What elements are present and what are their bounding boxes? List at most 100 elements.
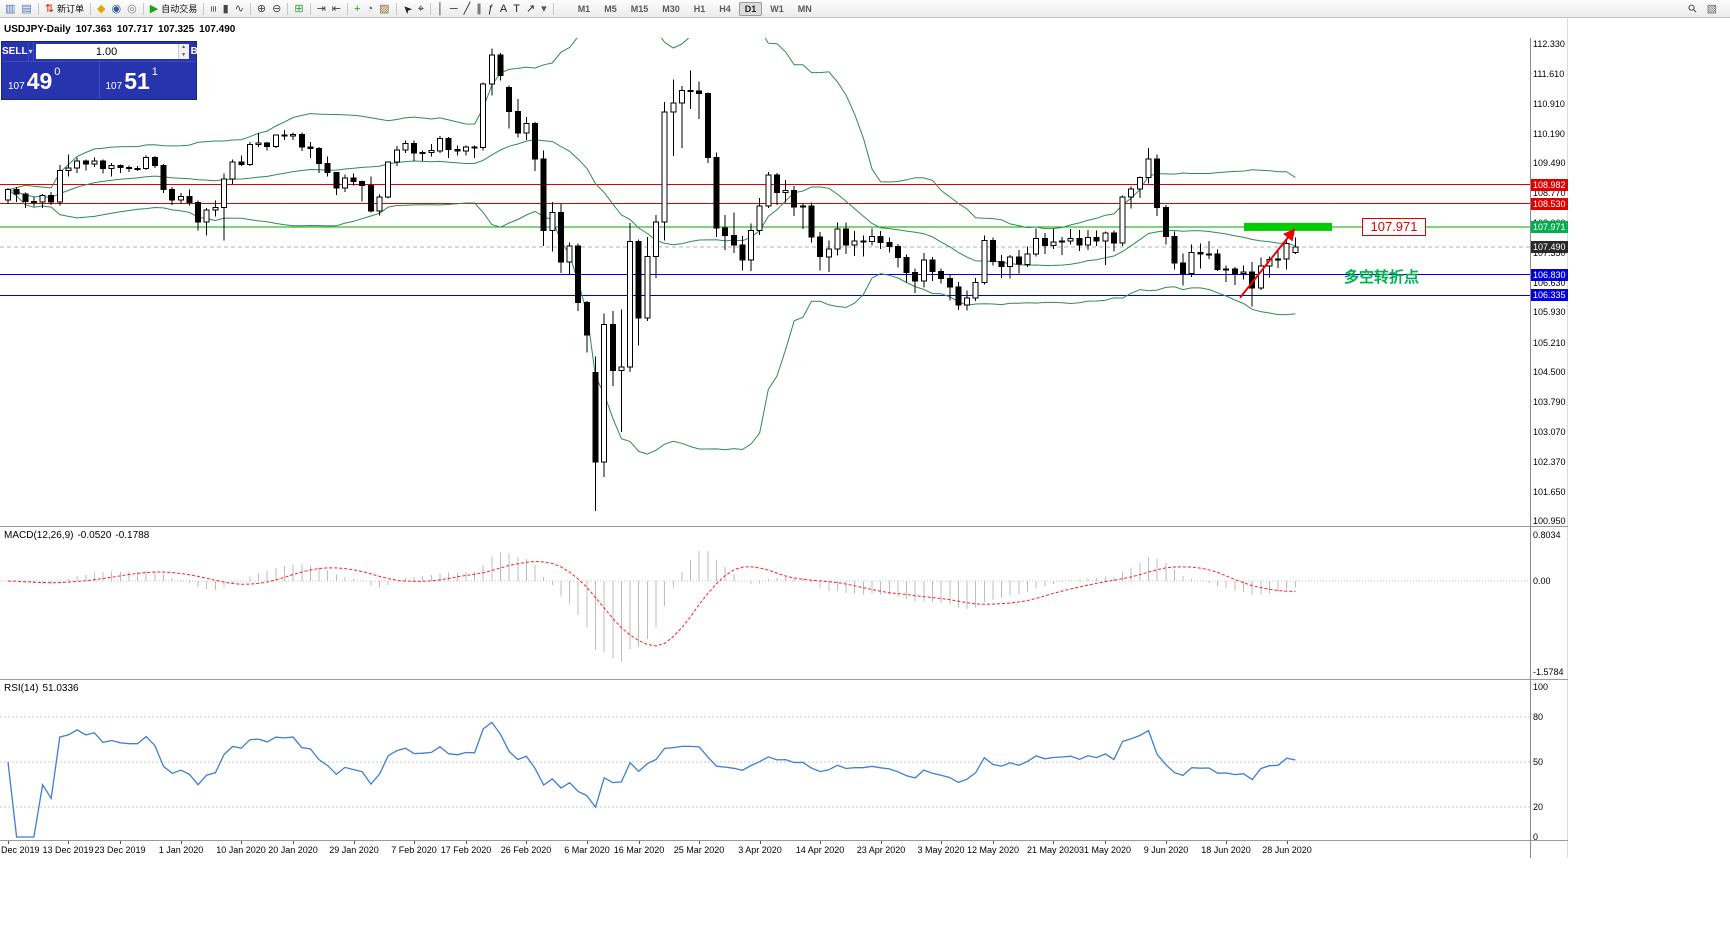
macd-scale-label: -1.5784 — [1533, 667, 1564, 677]
macd-signal-line — [7, 560, 1296, 647]
rsi-panel[interactable] — [0, 681, 1530, 839]
price-scale[interactable]: 112.330 111.610 110.910 110.190 109.490 108.7… — [1530, 38, 1568, 526]
metaeditor-button[interactable]: ◆ — [94, 1, 108, 17]
bar-chart-button[interactable]: ≡ — [207, 1, 219, 17]
rsi-scale-label: 0 — [1533, 832, 1539, 842]
time-axis-tick — [1105, 841, 1106, 844]
order-settings-dropdown[interactable]: ▾ — [27, 42, 34, 61]
horizontal-line-button[interactable]: ─ — [447, 1, 461, 17]
equidistant-channel-button[interactable]: ∥ — [473, 1, 485, 17]
volume-spinner: ▲ ▼ — [177, 44, 189, 59]
profiles-button[interactable]: ▤ — [18, 1, 34, 17]
autotrading-icon: ▶ — [149, 2, 159, 15]
chevron-down-icon: ▾ — [28, 47, 33, 56]
timeframe-m15-button[interactable]: M15 — [630, 3, 649, 14]
price-tag-106.335: 106.335 — [1530, 289, 1568, 301]
text-button[interactable]: A — [497, 1, 510, 17]
price-scale-label: 100.950 — [1533, 516, 1566, 526]
buy-price-big: 51 — [124, 67, 150, 94]
time-axis-label: 16 Mar 2020 — [613, 845, 665, 855]
chart-shift-button[interactable]: ⇤ — [329, 1, 344, 17]
timeframe-m5-button[interactable]: M5 — [604, 3, 617, 14]
candles-layer — [5, 48, 1299, 512]
equidistant-channel-icon: ∥ — [476, 2, 482, 15]
time-axis-tick — [181, 841, 182, 844]
trendline-button[interactable]: ╱ — [461, 1, 474, 17]
time-axis-tick — [120, 841, 121, 844]
time-axis-label: 3 May 2020 — [917, 845, 965, 855]
price-tag-106.830: 106.830 — [1530, 269, 1568, 281]
search-button[interactable]: ⚲ — [1685, 1, 1700, 17]
timeframe-m1-button[interactable]: M1 — [577, 3, 591, 14]
autotrading-button[interactable]: ▶ 自动交易 — [147, 1, 200, 17]
tile-windows-button[interactable]: ⊞ — [291, 1, 306, 17]
time-axis-tick — [68, 841, 69, 844]
time-axis-tick — [881, 841, 882, 844]
volume-increase-button[interactable]: ▲ — [181, 44, 187, 50]
crosshair-button[interactable]: ⌖ — [415, 1, 427, 17]
time-axis-label: 31 May 2020 — [1078, 845, 1132, 855]
market-watch-button[interactable]: ◉ — [109, 1, 125, 17]
fibonacci-retracement-button[interactable]: ƒ — [485, 1, 497, 17]
timeframe-h1-button[interactable]: H1 — [693, 3, 706, 14]
price-level-callout: 107.971 — [1362, 218, 1426, 236]
arrows-dropdown-icon: ▾ — [541, 2, 547, 15]
new-order-button[interactable]: ⇅ 新订单 — [42, 1, 87, 17]
timeframe-w1-button[interactable]: W1 — [770, 3, 784, 14]
toolbar-separator — [347, 2, 349, 15]
auto-scroll-button[interactable]: ⇥ — [314, 1, 329, 17]
zoom-out-button[interactable]: ⊖ — [269, 1, 284, 17]
time-axis-tick — [587, 841, 588, 844]
main-price-chart[interactable] — [0, 38, 1530, 526]
sell-button[interactable]: SELL — [2, 46, 28, 57]
zoom-in-button[interactable]: ⊕ — [254, 1, 269, 17]
vertical-line-button[interactable]: │ — [434, 1, 447, 17]
buy-price-prefix: 107 — [105, 81, 123, 92]
panel-separator[interactable] — [0, 526, 1568, 527]
chart-symbol-period: USDJPY-Daily — [4, 24, 71, 35]
cursor-button[interactable]: ➤ — [400, 1, 415, 17]
side-panel-button[interactable]: ▧ — [1704, 1, 1720, 17]
strategy-tester-button[interactable]: ◎ — [124, 1, 140, 17]
new-order-icon: ⇅ — [44, 2, 55, 15]
arrows-button[interactable]: ↗ — [523, 1, 538, 17]
volume-input[interactable] — [35, 44, 178, 59]
rsi-scale-label: 80 — [1533, 712, 1544, 722]
time-axis-label: Dec 2019 — [1, 845, 40, 855]
indicators-button[interactable]: + — [351, 1, 363, 17]
panel-separator[interactable] — [0, 679, 1568, 680]
candlestick-chart-icon: ▮ — [222, 2, 229, 15]
fibonacci-retracement-icon: ƒ — [487, 2, 494, 15]
toolbar-separator — [249, 2, 251, 15]
text-label-button[interactable]: T — [510, 1, 523, 17]
candlestick-chart-button[interactable]: ▮ — [220, 1, 232, 17]
time-axis-tick — [293, 841, 294, 844]
volume-decrease-button[interactable]: ▼ — [181, 51, 187, 58]
timeframe-h4-button[interactable]: H4 — [719, 3, 731, 14]
templates-button[interactable]: ▨ — [376, 1, 392, 17]
line-chart-button[interactable]: ∿ — [232, 1, 247, 17]
time-axis-label: 12 May 2020 — [966, 845, 1020, 855]
cursor-icon: ➤ — [399, 0, 415, 17]
toolbar-right: ⚲ ▧ — [1685, 1, 1728, 17]
buy-price-button[interactable]: 107 51 1 — [100, 62, 197, 99]
macd-panel[interactable] — [0, 528, 1530, 678]
time-axis-label: 10 Jan 2020 — [216, 845, 266, 855]
time-axis-label: 20 Jan 2020 — [268, 845, 318, 855]
periods-button[interactable]: ◔ — [363, 1, 376, 17]
chart-shift-icon: ⇤ — [331, 2, 342, 15]
metaeditor-icon: ◆ — [97, 2, 106, 15]
timeframe-m30-button[interactable]: M30 — [662, 3, 680, 14]
rsi-scale-label: 20 — [1533, 802, 1544, 812]
search-icon: ⚲ — [1685, 1, 1700, 16]
timeframe-mn-button[interactable]: MN — [797, 3, 812, 14]
timeframe-d1-button[interactable]: D1 — [738, 1, 763, 16]
time-axis-label: 7 Feb 2020 — [391, 845, 437, 855]
new-chart-button[interactable]: ▥ — [2, 1, 18, 17]
time-axis-tick — [1166, 841, 1167, 844]
time-axis-label: 13 Dec 2019 — [42, 845, 94, 855]
arrows-dropdown-button[interactable]: ▾ — [538, 1, 550, 17]
buy-button[interactable]: BUY — [190, 46, 212, 57]
time-axis[interactable]: Dec 2019 13 Dec 2019 23 Dec 2019 1 Jan 2020… — [0, 840, 1568, 858]
sell-price-button[interactable]: 107 49 0 — [2, 62, 99, 99]
